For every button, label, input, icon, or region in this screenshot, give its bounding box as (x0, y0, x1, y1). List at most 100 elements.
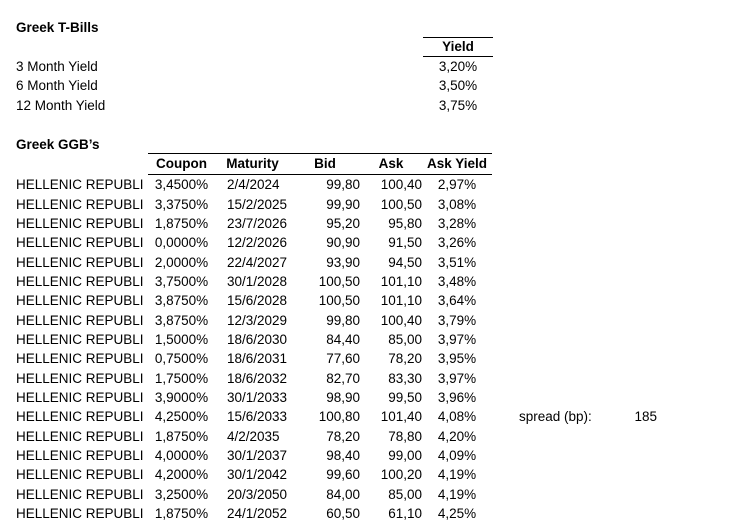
empty-cell (608, 504, 657, 523)
tbill-label: 6 Month Yield (16, 78, 98, 94)
empty-cell (608, 311, 657, 330)
ggb-row: HELLENIC REPUBLI 4,2000% 30/1/2042 99,60 100… (16, 465, 657, 484)
ggb-row: HELLENIC REPUBLI 4,0000% 30/1/2037 98,40 99,… (16, 446, 657, 465)
bond-ask: 100,40 (380, 177, 422, 193)
empty-cell (492, 272, 608, 291)
bond-name: HELLENIC REPUBLI (16, 312, 144, 328)
bond-coupon: 1,7500% (154, 370, 209, 386)
bond-name: HELLENIC REPUBLI (16, 390, 144, 405)
bond-coupon: 3,8750% (154, 312, 209, 328)
bond-ask-yield: 4,09% (437, 448, 477, 464)
ggb-row: HELLENIC REPUBLI 3,8750% 12/3/2029 99,80 100… (16, 311, 657, 330)
col-header-empty (608, 154, 657, 175)
ggb-row: HELLENIC REPUBLI 3,4500% 2/4/2024 99,80 100,… (16, 175, 657, 195)
tbill-row: 6 Month Yield 3,50% (16, 76, 493, 95)
bond-bid: 99,60 (326, 467, 360, 483)
ggb-row: HELLENIC REPUBLI 1,8750% 24/1/2052 60,50 61,… (16, 504, 657, 523)
bond-ask: 99,00 (388, 448, 422, 464)
ggb-row: HELLENIC REPUBLI 1,5000% 18/6/2030 84,40 85,… (16, 330, 657, 349)
col-header-ask: Ask (360, 153, 422, 176)
bond-maturity: 12/2/2026 (227, 235, 288, 251)
bond-bid: 95,20 (326, 215, 360, 231)
bond-ask: 83,30 (388, 370, 422, 386)
bond-name: HELLENIC REPUBLI (16, 176, 144, 192)
bond-ask-yield: 4,25% (437, 506, 477, 522)
empty-cell (608, 330, 657, 349)
bond-name: HELLENIC REPUBLI (16, 254, 144, 270)
bond-coupon: 4,0000% (154, 448, 209, 464)
bond-ask: 100,50 (380, 196, 422, 212)
bond-coupon: 1,8750% (154, 428, 209, 444)
col-header-maturity: Maturity (215, 153, 290, 176)
bond-maturity: 24/1/2052 (227, 506, 288, 522)
empty-cell (492, 253, 608, 272)
tbill-label: 3 Month Yield (16, 58, 98, 74)
bond-name: HELLENIC REPUBLI (16, 370, 144, 386)
ggb-row: HELLENIC REPUBLI 3,8750% 15/6/2028 100,50 10… (16, 291, 657, 310)
ggbs-table: Coupon Maturity Bid Ask Ask Yield HELLEN… (16, 153, 657, 523)
bond-bid: 84,00 (326, 486, 360, 502)
tbills-header-spacer (16, 38, 423, 57)
bond-coupon: 3,7500% (154, 273, 209, 289)
bond-bid: 90,90 (326, 235, 360, 251)
empty-cell (608, 349, 657, 368)
bond-name: HELLENIC REPUBLI (16, 293, 144, 309)
col-header-coupon: Coupon (148, 153, 215, 176)
bond-maturity: 23/7/2026 (227, 215, 288, 231)
empty-cell (492, 349, 608, 368)
ggb-row: HELLENIC REPUBLI 1,7500% 18/6/2032 82,70 83,… (16, 369, 657, 388)
bond-ask-yield: 4,08% (437, 409, 477, 425)
bond-coupon: 1,8750% (154, 506, 209, 522)
tbills-header-row: Yield (16, 37, 493, 57)
bond-bid: 98,40 (326, 448, 360, 464)
ggb-row: HELLENIC REPUBLI 3,7500% 30/1/2028 100,50 10… (16, 272, 657, 291)
bond-coupon: 2,0000% (154, 254, 209, 270)
bond-name: HELLENIC REPUBLI (16, 506, 144, 522)
empty-cell (608, 388, 657, 407)
bond-maturity: 30/1/2037 (227, 448, 288, 464)
bond-ask-yield: 4,20% (437, 428, 477, 444)
bond-name: HELLENIC REPUBLI (16, 351, 144, 367)
empty-cell (492, 195, 608, 214)
ggb-row: HELLENIC REPUBLI 4,2500% 15/6/2033 100,80 10… (16, 407, 657, 426)
empty-cell (608, 369, 657, 388)
bond-name: HELLENIC REPUBLI (16, 215, 144, 231)
empty-cell (492, 485, 608, 504)
bond-name: HELLENIC REPUBLI (16, 409, 144, 425)
bond-maturity: 18/6/2030 (227, 331, 288, 347)
col-header-bid: Bid (290, 153, 360, 176)
bond-maturity: 20/3/2050 (227, 486, 288, 502)
empty-cell (492, 446, 608, 465)
ggb-row: HELLENIC REPUBLI 1,8750% 4/2/2035 78,20 78,8… (16, 427, 657, 446)
empty-cell (608, 175, 657, 195)
ggb-row: HELLENIC REPUBLI 1,8750% 23/7/2026 95,20 95,… (16, 214, 657, 233)
bond-ask-yield: 3,08% (437, 196, 477, 212)
tbill-yield-value: 3,50% (438, 78, 478, 94)
bond-coupon: 0,7500% (154, 351, 209, 367)
empty-cell (608, 195, 657, 214)
empty-cell (608, 253, 657, 272)
empty-cell (608, 446, 657, 465)
empty-cell (608, 233, 657, 252)
bond-maturity: 18/6/2031 (227, 351, 288, 367)
bond-maturity: 30/1/2033 (227, 390, 288, 405)
empty-cell (492, 330, 608, 349)
bond-ask-yield: 3,97% (437, 370, 477, 386)
bond-maturity: 15/6/2028 (227, 293, 288, 309)
tbills-yield-header: Yield (423, 37, 493, 57)
bond-ask-yield: 3,79% (437, 312, 477, 328)
bond-maturity: 15/2/2025 (227, 196, 288, 212)
bond-bid: 100,80 (318, 409, 360, 425)
col-header-empty (492, 154, 608, 175)
bond-ask: 95,80 (388, 215, 422, 231)
bond-coupon: 3,4500% (154, 177, 209, 193)
ggb-row: HELLENIC REPUBLI 0,7500% 18/6/2031 77,60 78,… (16, 349, 657, 368)
bond-bid: 100,50 (318, 293, 360, 309)
bond-ask: 99,50 (388, 390, 422, 405)
bond-coupon: 3,9000% (154, 390, 209, 405)
bond-name: HELLENIC REPUBLI (16, 331, 144, 347)
bond-ask-yield: 3,26% (437, 235, 477, 251)
bond-ask-yield: 3,96% (437, 390, 477, 405)
empty-cell (492, 175, 608, 195)
bond-ask-yield: 3,51% (437, 254, 477, 270)
